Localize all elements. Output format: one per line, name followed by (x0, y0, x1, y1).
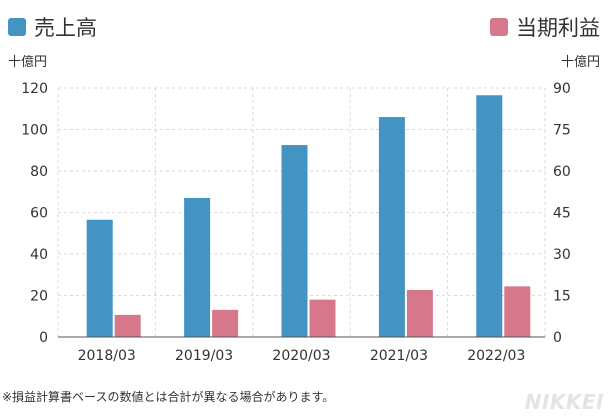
x-tick-label: 2018/03 (78, 348, 136, 364)
bar-sales (378, 117, 405, 337)
legend-sales-label: 売上高 (34, 16, 97, 40)
nikkei-logo: NIKKEI (524, 390, 604, 414)
bars (86, 95, 531, 337)
legend-profit-label: 当期利益 (516, 16, 600, 40)
left-tick-label: 20 (30, 289, 48, 305)
left-axis-unit: 十億円 (8, 55, 48, 70)
left-tick-label: 100 (21, 123, 48, 139)
bar-sales (476, 95, 503, 337)
x-tick-label: 2022/03 (467, 348, 525, 364)
bar-sales (184, 197, 211, 337)
left-tick-label: 0 (39, 330, 48, 346)
tick-labels: 0 20 40 60 80 100 120 0 15 30 45 60 75 90 2018/03 2019/… (21, 81, 571, 364)
right-tick-label: 60 (553, 164, 571, 180)
bar-chart: 0 20 40 60 80 100 120 0 15 30 45 60 75 90 2018/03 2019/… (21, 81, 571, 364)
x-tick-label: 2019/03 (175, 348, 233, 364)
bar-sales (86, 219, 113, 337)
left-tick-label: 80 (30, 164, 48, 180)
bar-sales (281, 145, 308, 337)
legend-profit: 当期利益 (490, 12, 600, 42)
legend-sales: 売上高 (8, 12, 97, 42)
left-tick-label: 120 (21, 81, 48, 97)
bar-profit (212, 309, 239, 337)
legend-profit-swatch (490, 18, 508, 36)
legend-sales-swatch (8, 18, 26, 36)
right-tick-label: 90 (553, 81, 571, 97)
left-tick-label: 60 (30, 206, 48, 222)
right-tick-label: 45 (553, 206, 571, 222)
footnote: ※損益計算書ベースの数値とは合計が異なる場合があります。 (2, 390, 335, 404)
right-axis-unit: 十億円 (560, 55, 600, 70)
x-tick-label: 2021/03 (370, 348, 428, 364)
right-tick-label: 30 (553, 247, 571, 263)
right-tick-label: 15 (553, 289, 571, 305)
x-tick-label: 2020/03 (272, 348, 330, 364)
bar-profit (309, 299, 336, 337)
left-tick-label: 40 (30, 247, 48, 263)
bar-profit (406, 289, 433, 337)
right-tick-label: 75 (553, 123, 571, 139)
bar-profit (114, 314, 141, 337)
bar-profit (504, 286, 531, 337)
right-tick-label: 0 (553, 330, 562, 346)
